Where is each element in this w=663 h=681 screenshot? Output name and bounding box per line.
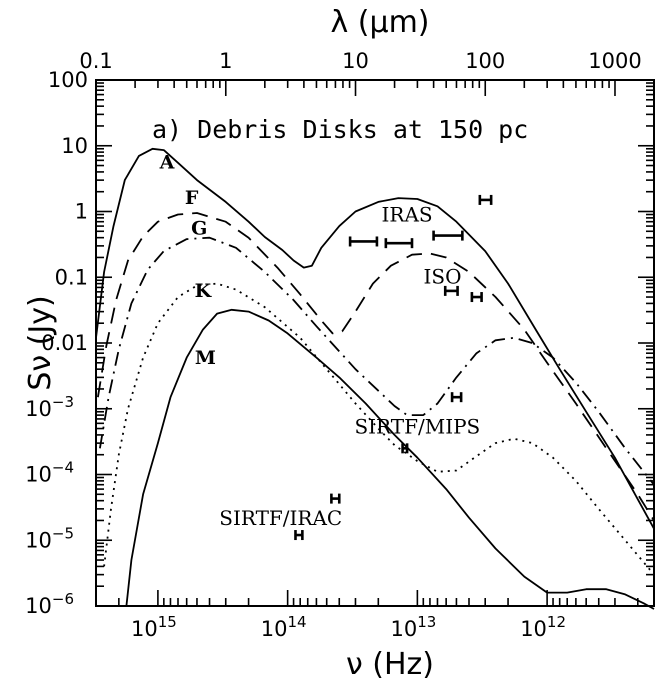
y-tick-label: 0.1 xyxy=(55,265,88,289)
curve-label-k: K xyxy=(195,280,213,302)
instrument-label-iso: ISO xyxy=(424,265,462,289)
y-tick-label: 10−4 xyxy=(25,459,74,487)
curve-label-f: F xyxy=(185,187,199,209)
y-tick-label: 100 xyxy=(48,68,88,92)
sed-curves xyxy=(95,147,655,610)
text-labels: AFG K M IRAS ISO SIRTF/MIPS SIRTF/IRAC xyxy=(159,152,481,531)
error-bar-sirtf-irac xyxy=(330,493,341,504)
y-tick-label: 10−5 xyxy=(25,524,74,552)
x-top-tick-label: 1000 xyxy=(588,49,641,73)
x-bottom-tick-label: 1015 xyxy=(131,613,177,641)
instrument-label-iras: IRAS xyxy=(382,203,433,227)
sed-curve-k xyxy=(103,282,655,576)
curve-label-a: A xyxy=(159,152,175,174)
x-top-tick-label: 0.1 xyxy=(79,49,112,73)
y-tick-label: 0.01 xyxy=(41,331,88,355)
sed-curve-m xyxy=(125,308,655,610)
x-bottom-tick-label: 1014 xyxy=(261,613,307,641)
error-bar-iso xyxy=(470,292,483,303)
error-bar-sirtf-mips xyxy=(450,392,463,403)
instrument-label-sirtf-mips: SIRTF/MIPS xyxy=(354,415,480,439)
chart-title: a) Debris Disks at 150 pc xyxy=(152,115,528,144)
sed-curve-f xyxy=(97,212,655,521)
x-top-tick-label: 100 xyxy=(465,49,505,73)
error-bar-sirtf-mips xyxy=(401,443,409,454)
error-bar-iras xyxy=(348,236,379,247)
instrument-label-sirtf-irac: SIRTF/IRAC xyxy=(219,506,342,530)
curve-label-g: G xyxy=(191,217,207,239)
x-axis-bottom-title: ν (Hz) xyxy=(346,647,434,681)
x-top-tick-label: 10 xyxy=(342,49,369,73)
sed-curve-a xyxy=(95,147,655,530)
y-tick-label: 10−6 xyxy=(25,590,74,618)
sed-curve-g xyxy=(99,236,655,486)
error-bar-iras xyxy=(432,230,464,241)
x-axis-top-title: λ (μm) xyxy=(330,5,429,40)
y-tick-label: 10−3 xyxy=(25,393,74,421)
axis-ticks: 1015 1014 1013 1012 0.1 1 10 100 1000 100 10 1 0.1 0.… xyxy=(25,49,654,641)
error-bars xyxy=(294,194,493,541)
y-tick-label: 10 xyxy=(61,134,88,158)
error-bar-iras xyxy=(384,238,414,249)
error-bar-iras xyxy=(478,194,493,205)
curve-label-m: M xyxy=(195,347,216,369)
error-bar-sirtf-irac xyxy=(294,530,304,541)
y-axis-title: Sν (Jy) xyxy=(23,295,58,390)
x-bottom-tick-label: 1013 xyxy=(390,613,436,641)
y-tick-label: 1 xyxy=(75,200,88,224)
x-bottom-tick-label: 1012 xyxy=(520,613,566,641)
error-bar-iso xyxy=(443,285,459,296)
x-top-tick-label: 1 xyxy=(219,49,232,73)
